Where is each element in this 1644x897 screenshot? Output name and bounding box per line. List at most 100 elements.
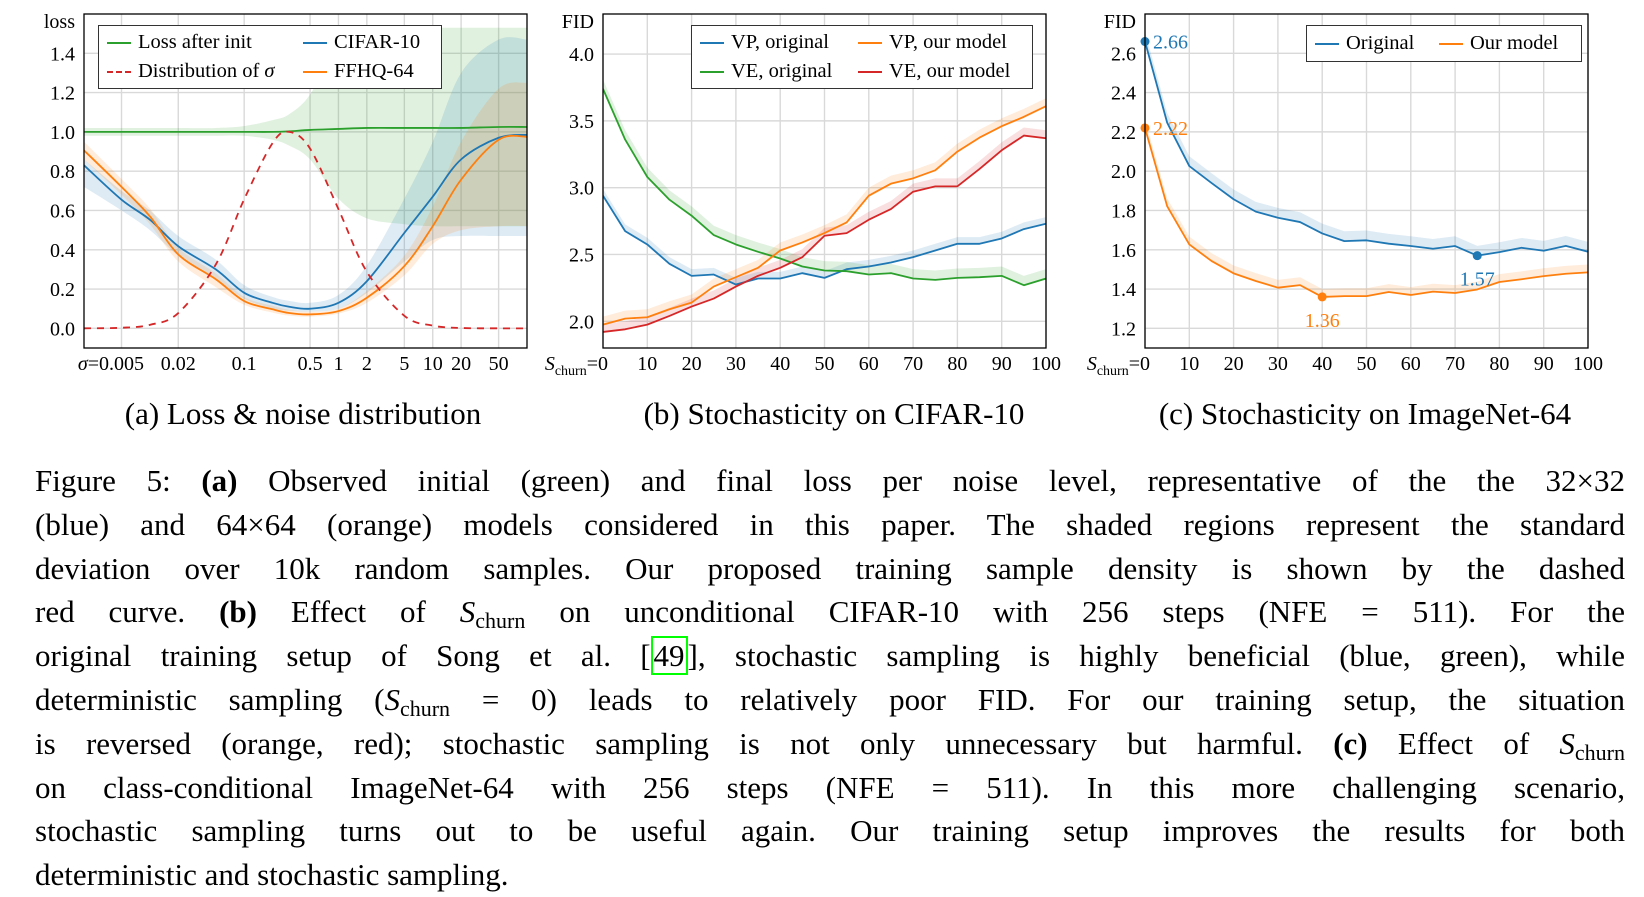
x-tick-label: 5: [399, 353, 409, 375]
caption-text: Observed initial (green) and final loss …: [237, 463, 1625, 498]
legend-line-red-dashed: [107, 70, 131, 73]
legend-item-cifar10: CIFAR-10: [303, 29, 443, 57]
x-tick-label: 0.5: [298, 353, 323, 375]
legend-label: Original: [1346, 32, 1415, 54]
x-tick-label: 40: [770, 353, 790, 375]
legend-cifar-chart: VP, original VP, our model VE, original …: [691, 25, 1033, 89]
x-tick-label: 10: [1179, 353, 1199, 375]
legend-label-sigma: σ: [264, 60, 275, 82]
x-tick-value: 0: [1140, 353, 1150, 375]
subcaption-b: (b) Stochasticity on CIFAR-10: [643, 396, 1025, 431]
caption-text: (blue) and 64×64 (orange) models conside…: [35, 506, 1625, 542]
legend-line-blue: [700, 41, 724, 44]
legend-item-sigma-distribution: Distribution of σ: [107, 58, 303, 86]
math-subscript: churn: [399, 695, 451, 721]
x-axis-subscript: churn: [1097, 364, 1129, 379]
caption-line: on class-conditional ImageNet-64 with 25…: [35, 766, 1625, 810]
x-axis-equals: =: [587, 353, 598, 375]
citation-link[interactable]: 49: [650, 636, 688, 676]
x-tick-label: 80: [1489, 353, 1509, 375]
legend-item-our-model: Our model: [1439, 30, 1579, 58]
std-band-ve-our-model: [603, 127, 1046, 332]
y-tick-label: 1.6: [1111, 240, 1136, 262]
caption-text: Effect of: [1367, 725, 1560, 761]
caption-line: is reversed (orange, red); stochastic sa…: [35, 722, 1625, 766]
legend-label: VP, our model: [889, 31, 1007, 53]
data-point-marker: [1317, 292, 1327, 302]
chart-c: 2.66 2.22 1.36 1.57 1.2 1.4 1.6 1.8 2.0 2.2 2.4 2.6…: [1087, 11, 1603, 379]
y-tick-label: 3.0: [569, 178, 594, 200]
std-band-ve-original: [603, 79, 1046, 286]
series-line-our-model: [1145, 127, 1588, 298]
x-tick-label: 30: [1268, 353, 1288, 375]
caption-text: original training setup of Song et al. [: [35, 638, 651, 674]
y-tick-label: 1.2: [1111, 318, 1136, 340]
x-axis-equals: =: [88, 353, 99, 375]
caption-line: original training setup of Song et al. […: [35, 634, 1625, 678]
x-axis-subscript: churn: [555, 364, 587, 379]
x-tick-label: 10: [637, 353, 657, 375]
legend-label: FFHQ-64: [334, 60, 414, 82]
caption-line: Figure 5: (a) Observed initial (green) a…: [35, 459, 1625, 503]
series-line-vp-original: [603, 195, 1046, 286]
series-line-distribution-of-: [84, 130, 527, 330]
data-point-label: 2.66: [1153, 32, 1188, 54]
x-tick-label: 50: [489, 353, 509, 375]
caption-line: deviation over 10k random samples. Our p…: [35, 547, 1625, 591]
legend-line-red: [858, 70, 882, 73]
y-tick-label: 2.5: [569, 244, 594, 266]
legend-line-blue: [1315, 42, 1339, 45]
plot-frame: [1144, 13, 1589, 349]
y-tick-label: 1.8: [1111, 200, 1136, 222]
legend-label: VE, original: [731, 60, 833, 82]
math-s-churn: Schurn: [384, 681, 451, 721]
y-tick-label: 4.0: [569, 44, 594, 66]
legend-label: VE, our model: [889, 60, 1011, 82]
caption-panel-label: (c): [1333, 725, 1368, 761]
caption-line: deterministic and stochastic sampling.: [35, 853, 1625, 897]
x-tick-label: σ=0.005: [78, 353, 144, 375]
caption-panel-label: (b): [219, 594, 257, 630]
caption-panel-label: (a): [201, 463, 238, 498]
x-axis-symbol: S: [545, 353, 555, 375]
legend-label: CIFAR-10: [334, 31, 421, 53]
x-tick-label: 90: [992, 353, 1012, 375]
x-tick-label: 60: [859, 353, 879, 375]
x-tick-label: Schurn=0: [545, 353, 608, 379]
legend-imagenet-chart: Original Our model: [1306, 25, 1582, 62]
x-axis-symbol: S: [1087, 353, 1097, 375]
caption-text: Figure 5:: [35, 463, 202, 498]
x-tick-label: 50: [1357, 353, 1377, 375]
series-line-ve-original: [603, 88, 1046, 287]
std-band-vp-our-model: [603, 98, 1046, 325]
math-subscript: churn: [1574, 739, 1626, 765]
x-tick-label: 100: [1031, 353, 1061, 375]
x-tick-label: 60: [1401, 353, 1421, 375]
y-tick-label: 2.0: [569, 311, 594, 333]
legend-line-orange: [303, 70, 327, 73]
plot-frame: [602, 13, 1047, 349]
y-tick-label: 0.2: [50, 279, 75, 301]
x-tick-value: 0: [598, 353, 608, 375]
math-s-churn: Schurn: [1559, 725, 1626, 765]
legend-line-green: [107, 41, 131, 44]
x-tick-label: 40: [1312, 353, 1332, 375]
x-tick-label: Schurn=0: [1087, 353, 1150, 379]
y-tick-label: 0.4: [50, 240, 75, 262]
legend-line-orange: [1439, 42, 1463, 45]
data-point-marker: [1472, 251, 1482, 261]
data-point-label: 1.36: [1305, 310, 1340, 332]
y-tick-label: 2.4: [1111, 83, 1136, 105]
x-tick-label: 0.02: [161, 353, 196, 375]
math-s-churn: Schurn: [459, 594, 526, 634]
y-tick-label: 0.8: [50, 161, 75, 183]
x-axis-symbol: σ: [78, 353, 89, 375]
legend-item-loss-after-init: Loss after init: [107, 29, 303, 57]
caption-line: deterministic sampling (Schurn = 0) lead…: [35, 678, 1625, 722]
y-axis-label: loss: [44, 11, 75, 33]
series-line-original: [1145, 41, 1588, 257]
series-line-ffhq-64: [84, 134, 527, 316]
caption-text: deviation over 10k random samples. Our p…: [35, 550, 1625, 586]
legend-item-vp-original: VP, original: [700, 29, 858, 57]
legend-label: Distribution of: [138, 60, 265, 82]
